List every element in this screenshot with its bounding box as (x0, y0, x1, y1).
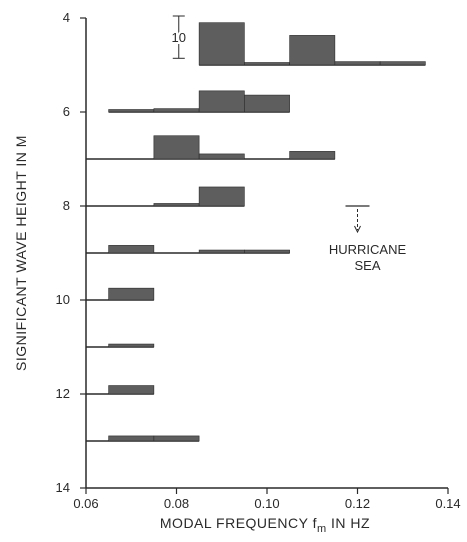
histogram-row (86, 186, 245, 207)
histogram-bar (108, 343, 155, 348)
x-tick-label: 0.12 (345, 496, 370, 511)
scale-bar: 10 (170, 15, 188, 59)
histogram-bar (379, 61, 426, 66)
histogram-bar (153, 135, 200, 160)
histogram-bar (198, 22, 245, 66)
histogram-bar (198, 186, 245, 207)
histogram-bar (153, 203, 200, 207)
histogram-bar (198, 249, 245, 254)
histogram-bar (198, 90, 245, 113)
histogram-row (86, 245, 290, 254)
histogram-bar (334, 61, 381, 66)
y-tick-label: 12 (56, 386, 70, 401)
x-tick-label: 0.10 (254, 496, 279, 511)
histogram-bar (153, 435, 200, 442)
x-tick-label: 0.14 (435, 496, 460, 511)
x-tick-label: 0.08 (164, 496, 189, 511)
histogram-row (86, 343, 155, 348)
histogram-bar (289, 151, 336, 160)
x-axis-title-main: MODAL FREQUENCY f (160, 515, 317, 531)
histogram-bar (289, 35, 336, 66)
histogram-bar (244, 249, 290, 254)
histogram-row (86, 385, 155, 395)
scale-bar-label: 10 (172, 30, 186, 45)
histogram-row (86, 135, 336, 160)
y-tick-label: 10 (56, 292, 70, 307)
y-tick-label: 4 (63, 10, 70, 25)
x-axis-title-tail: IN HZ (327, 515, 370, 531)
y-tick-label: 6 (63, 104, 70, 119)
histogram-bar (244, 62, 290, 66)
histogram-rows (86, 22, 426, 442)
annotation-text-line: HURRICANE (329, 242, 407, 257)
y-tick-label: 14 (56, 480, 70, 495)
x-axis-title: MODAL FREQUENCY fm IN HZ (160, 515, 370, 535)
x-axis-title-subscript: m (317, 523, 327, 535)
histogram-bar (108, 287, 155, 301)
x-axis-ticks: 0.06 0.08 0.10 0.12 0.14 (73, 488, 461, 511)
histogram-bar (108, 245, 155, 254)
histogram-bar (108, 385, 155, 395)
histogram-bar (108, 435, 155, 442)
histogram-row (86, 287, 155, 301)
y-tick-label: 8 (63, 198, 70, 213)
histogram-bar (244, 94, 290, 113)
y-axis-ticks: 4 6 8 10 12 14 (56, 10, 86, 495)
annotation-text-line: SEA (354, 258, 380, 273)
histogram-row (86, 435, 200, 442)
annotation-arrow-head (354, 225, 361, 234)
x-tick-label: 0.06 (73, 496, 98, 511)
histogram-bar (198, 153, 245, 160)
histogram-bar (153, 108, 200, 113)
histogram-row (108, 90, 290, 113)
histogram-bar (108, 109, 155, 113)
y-axis-title: SIGNIFICANT WAVE HEIGHT IN M (13, 135, 29, 371)
histogram-row (198, 22, 426, 66)
